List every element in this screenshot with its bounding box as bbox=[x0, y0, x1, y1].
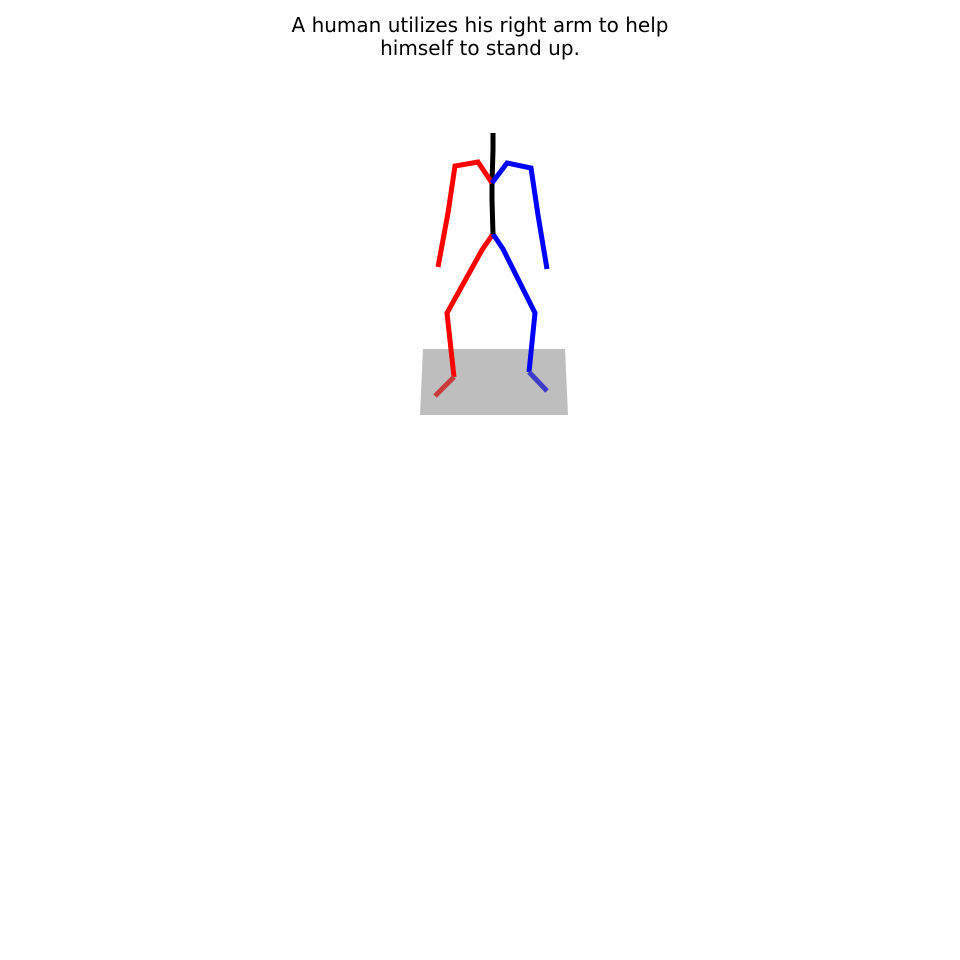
right-leg bbox=[444, 232, 496, 378]
left-leg bbox=[490, 232, 538, 373]
left-foot bbox=[527, 370, 549, 393]
floor-plane bbox=[420, 349, 568, 415]
right-foot bbox=[433, 375, 456, 398]
caption-line-2: himself to stand up. bbox=[380, 36, 580, 60]
right-arm bbox=[435, 159, 495, 268]
left-arm bbox=[490, 160, 550, 270]
figure-caption: A human utilizes his right arm to help h… bbox=[0, 14, 960, 60]
caption-line-1: A human utilizes his right arm to help bbox=[291, 13, 669, 37]
